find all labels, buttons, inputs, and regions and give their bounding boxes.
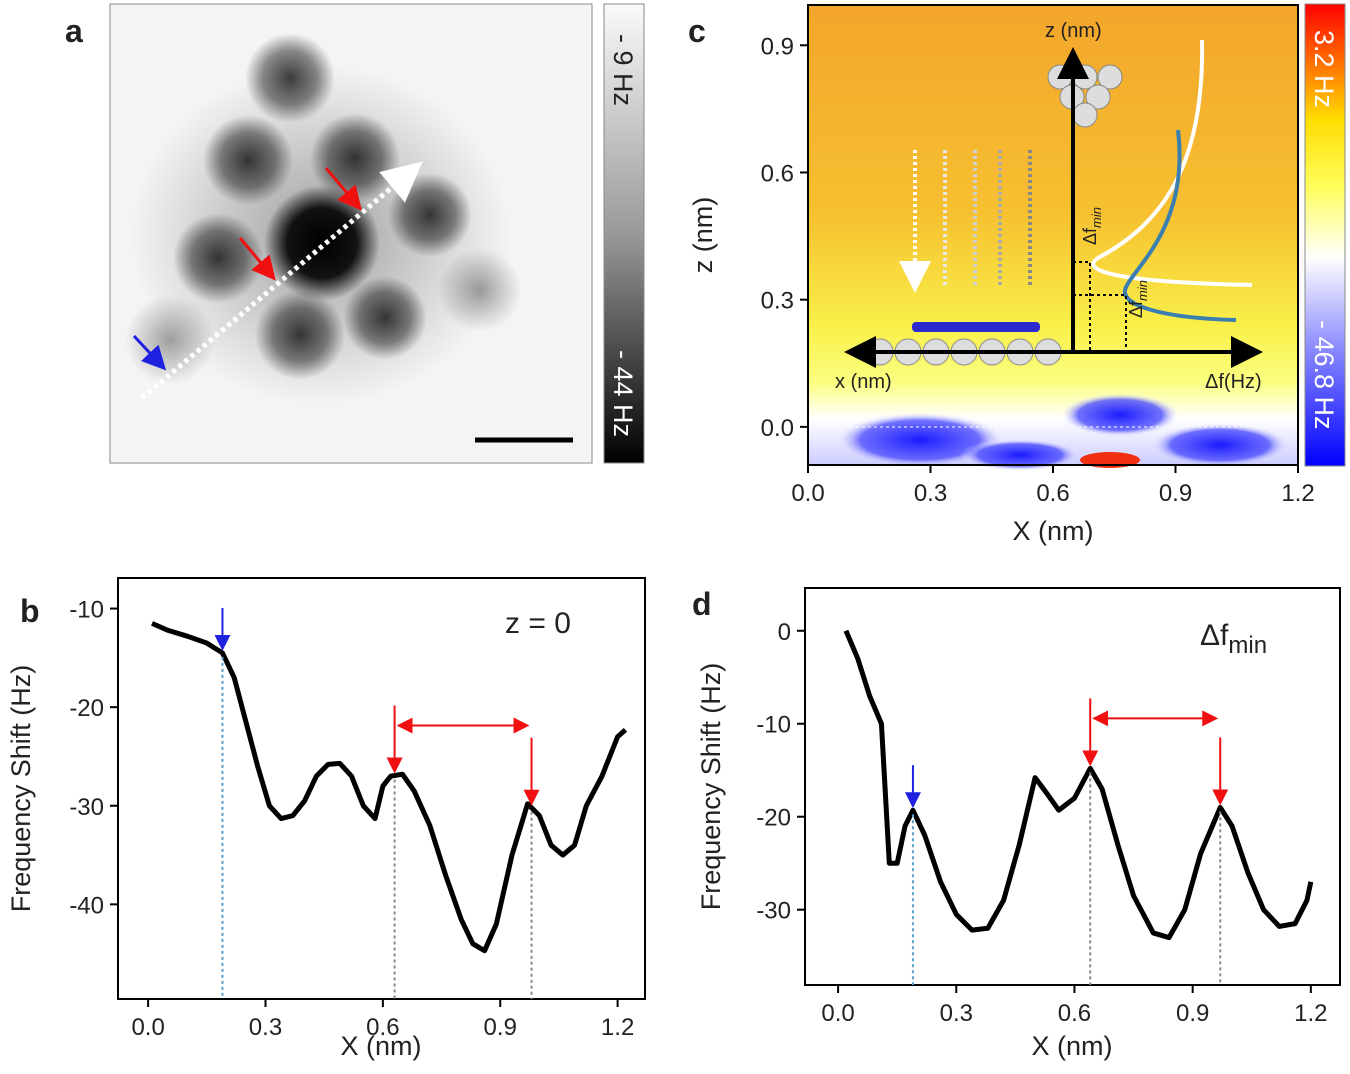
annotation-sub: min [1228, 632, 1267, 659]
annotation-sub: min [1089, 207, 1104, 228]
annotation-text: z = 0 [505, 607, 571, 640]
charts: 0.0 0.3 0.6 0.9 1.2 0.0 0.3 0.6 0.9 X (nm) z (nm) 0… [6, 4, 1341, 1061]
line-profile [140, 161, 423, 400]
x-axis-label: X (nm) [341, 1031, 422, 1061]
annotation-text: Δf [1080, 227, 1100, 245]
annotation: z (nm) [1045, 20, 1102, 42]
y-tick-label: -10 [69, 597, 104, 624]
x-tick-label: 1.2 [601, 1014, 634, 1041]
x-axis-label: X (nm) [1013, 516, 1094, 546]
x-tick-label: 0.3 [914, 480, 947, 507]
x-tick-label: 1.2 [1281, 480, 1314, 507]
x-tick-label: 0.6 [366, 1014, 399, 1041]
x-tick-label: 0.0 [131, 1014, 164, 1041]
colorbar-label: - 9 Hz [608, 34, 638, 106]
panel-label: a [65, 13, 83, 49]
y-tick-label: -20 [756, 805, 791, 832]
panel-label: d [692, 586, 712, 622]
plot-frame [117, 577, 646, 1000]
colorbar [603, 3, 645, 464]
data-line [151, 621, 628, 954]
y-tick-label: -30 [756, 898, 791, 925]
annotation: Δfmin [1080, 207, 1104, 245]
arrow [238, 237, 276, 281]
arrow [132, 334, 167, 371]
panel-a: - 9 Hz - 44 Hz a [65, 3, 645, 464]
annotation-text: Δf [1126, 300, 1146, 318]
annotation: z = 0 [505, 607, 571, 640]
y-tick-label: 0 [778, 619, 791, 646]
x-axis-label: X (nm) [1032, 1031, 1113, 1061]
x-tick-label: 0.0 [821, 1000, 854, 1027]
colorbar [1304, 3, 1346, 467]
molecule-image [125, 33, 522, 405]
annotation: Δf(Hz) [1205, 371, 1262, 393]
y-tick-label: 0.6 [761, 160, 794, 187]
y-tick-label: -40 [69, 892, 104, 919]
panel-label: b [20, 593, 40, 629]
x-tick-label: 0.9 [1159, 480, 1192, 507]
schematic [844, 39, 1263, 368]
y-tick-label: -20 [69, 695, 104, 722]
y-axis-label: z (nm) [688, 197, 718, 274]
annotation: x (nm) [835, 371, 892, 393]
x-tick-label: 0.0 [791, 480, 824, 507]
panel-label: c [688, 13, 706, 49]
annotation-text: Δf [1200, 619, 1229, 652]
y-axis-label: Frequency Shift (Hz) [696, 663, 726, 911]
x-tick-label: 0.6 [1058, 1000, 1091, 1027]
x-tick-label: 0.9 [1176, 1000, 1209, 1027]
x-tick-label: 0.3 [940, 1000, 973, 1027]
map-blobs [835, 393, 1290, 471]
y-tick-label: -10 [756, 712, 791, 739]
x-tick-label: 0.3 [249, 1014, 282, 1041]
colorbar-label: - 44 Hz [608, 350, 638, 437]
x-tick-label: 1.2 [1294, 1000, 1327, 1027]
x-tick-label: 0.6 [1036, 480, 1069, 507]
x-tick-label: 0.9 [484, 1014, 517, 1041]
y-axis-label: Frequency Shift (Hz) [6, 665, 36, 913]
y-tick-label: 0.3 [761, 288, 794, 315]
y-tick-label: 0.9 [761, 33, 794, 60]
annotation: Δfmin [1126, 280, 1150, 318]
annotation-sub: min [1135, 280, 1150, 301]
annotation: Δfmin [1200, 619, 1267, 659]
arrow [324, 167, 362, 211]
panel-c: 3.2 Hz - 46.8 Hz z (nm) x (nm) Δf(Hz) Δf… [688, 3, 1346, 471]
y-tick-label: 0.0 [761, 415, 794, 442]
colorbar-label: 3.2 Hz [1309, 30, 1339, 108]
y-tick-label: -30 [69, 794, 104, 821]
colorbar-label: - 46.8 Hz [1309, 320, 1339, 430]
data-line [843, 629, 1314, 941]
plot-frame [804, 587, 1341, 986]
